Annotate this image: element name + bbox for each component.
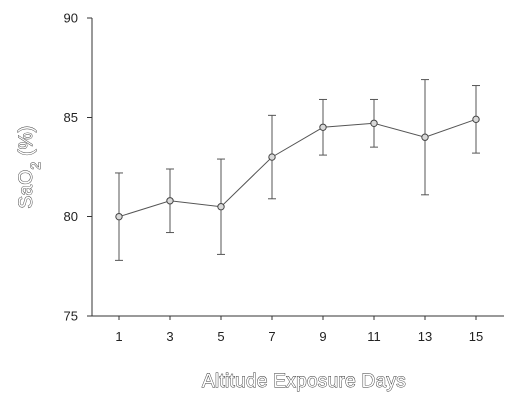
y-tick-label: 75 xyxy=(64,309,78,324)
y-axis-title: SaO2 (%) xyxy=(16,125,43,208)
x-tick-label: 1 xyxy=(115,329,122,344)
x-tick-label: 9 xyxy=(319,329,326,344)
x-tick-label: 7 xyxy=(268,329,275,344)
y-axis-title-subscript: 2 xyxy=(27,162,43,170)
y-axis-title-main: SaO xyxy=(16,170,37,209)
x-axis-title: Altitude Exposure Days xyxy=(202,371,406,392)
data-points xyxy=(115,115,480,221)
x-tick-label: 15 xyxy=(469,329,483,344)
y-tick-label: 85 xyxy=(64,110,78,125)
y-tick-label: 90 xyxy=(64,11,78,26)
x-tick-label: 13 xyxy=(418,329,432,344)
series-line xyxy=(118,118,477,218)
data-point xyxy=(217,203,225,211)
data-point xyxy=(319,123,327,131)
data-point xyxy=(472,115,480,124)
error-bars xyxy=(115,79,480,261)
y-axis-title-unit: (%) xyxy=(16,125,37,161)
x-tick-label: 11 xyxy=(367,329,381,344)
data-point xyxy=(421,133,429,141)
y-axis-ticks: 75 80 85 90 xyxy=(64,11,92,324)
x-axis-ticks: 1 3 5 7 9 11 13 15 xyxy=(115,316,483,344)
data-point xyxy=(166,197,174,205)
data-point xyxy=(370,119,378,127)
x-tick-label: 5 xyxy=(217,329,224,344)
data-point xyxy=(268,153,276,161)
y-tick-label: 80 xyxy=(64,209,78,224)
axes xyxy=(91,18,504,317)
x-tick-label: 3 xyxy=(166,329,173,344)
series xyxy=(118,118,477,218)
data-point xyxy=(115,212,123,221)
